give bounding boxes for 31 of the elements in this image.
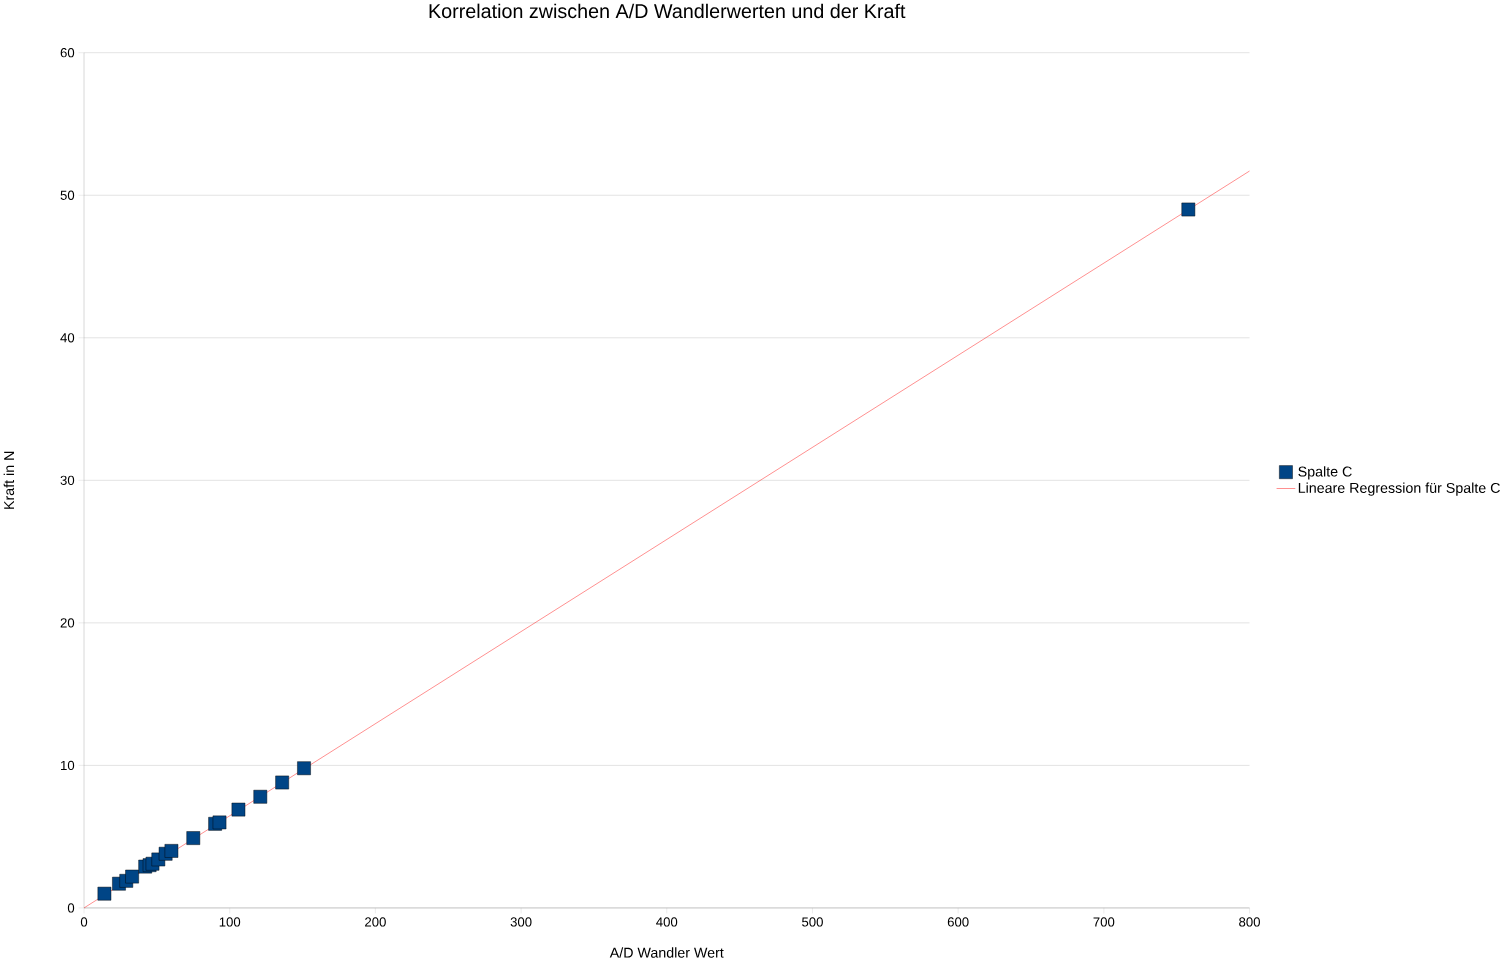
- x-tick-label: 300: [510, 917, 532, 927]
- chart-title: Korrelation zwischen A/D Wandlerwerten und der Kraft: [429, 3, 906, 18]
- x-tick-label: 100: [219, 917, 241, 927]
- x-tick-label: 500: [802, 917, 823, 927]
- point: [186, 831, 201, 845]
- point: [231, 802, 246, 817]
- x-tick-label: 700: [1093, 917, 1115, 927]
- y-tick-label: 60: [60, 47, 75, 58]
- x-axis-title: A/D Wandler Wert: [609, 947, 724, 958]
- point: [97, 886, 112, 901]
- legend-label: Lineare Regression für Spalte C: [1298, 482, 1500, 496]
- point: [275, 775, 289, 790]
- y-tick-label: 30: [60, 475, 75, 485]
- point: [212, 815, 227, 829]
- point: [297, 761, 311, 775]
- y-tick-label: 40: [60, 332, 75, 343]
- point: [1181, 202, 1196, 217]
- x-tick-label: 0: [80, 917, 88, 927]
- y-tick-label: 20: [60, 618, 75, 628]
- point: [253, 789, 268, 804]
- x-tick-label: 400: [656, 917, 678, 927]
- x-tick-label: 200: [365, 917, 386, 927]
- point: [164, 843, 179, 858]
- x-tick-label: 800: [1239, 917, 1260, 927]
- x-tick-label: 600: [947, 917, 969, 927]
- y-axis-title: Kraft in N: [3, 451, 15, 509]
- legend-label: Spalte C: [1298, 465, 1352, 480]
- point: [125, 869, 139, 884]
- y-tick-label: 10: [61, 760, 75, 770]
- y-tick-label: 50: [60, 190, 75, 200]
- y-tick-label: 0: [67, 903, 75, 913]
